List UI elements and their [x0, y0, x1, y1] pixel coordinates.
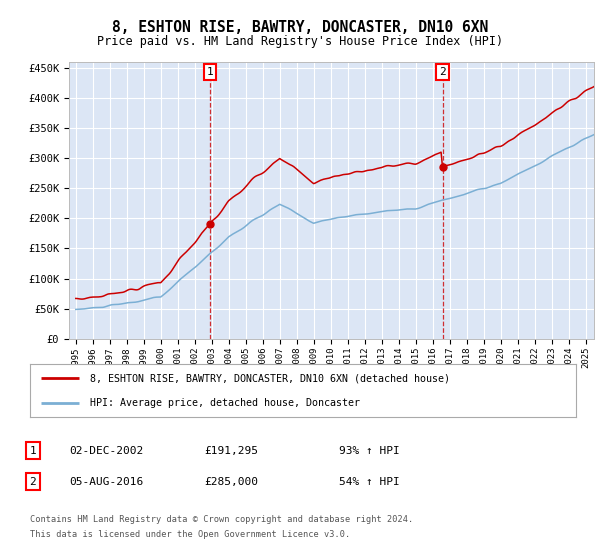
Text: 02-DEC-2002: 02-DEC-2002: [69, 446, 143, 456]
Text: 2: 2: [439, 67, 446, 77]
Text: 8, ESHTON RISE, BAWTRY, DONCASTER, DN10 6XN (detached house): 8, ESHTON RISE, BAWTRY, DONCASTER, DN10 …: [90, 374, 450, 384]
Text: HPI: Average price, detached house, Doncaster: HPI: Average price, detached house, Donc…: [90, 398, 360, 408]
Text: 2: 2: [29, 477, 37, 487]
Text: 93% ↑ HPI: 93% ↑ HPI: [339, 446, 400, 456]
Text: Contains HM Land Registry data © Crown copyright and database right 2024.: Contains HM Land Registry data © Crown c…: [30, 515, 413, 524]
Text: 1: 1: [29, 446, 37, 456]
Text: 05-AUG-2016: 05-AUG-2016: [69, 477, 143, 487]
Text: 8, ESHTON RISE, BAWTRY, DONCASTER, DN10 6XN: 8, ESHTON RISE, BAWTRY, DONCASTER, DN10 …: [112, 21, 488, 35]
Text: 1: 1: [207, 67, 214, 77]
Text: £191,295: £191,295: [204, 446, 258, 456]
Text: Price paid vs. HM Land Registry's House Price Index (HPI): Price paid vs. HM Land Registry's House …: [97, 35, 503, 49]
Text: £285,000: £285,000: [204, 477, 258, 487]
Text: 54% ↑ HPI: 54% ↑ HPI: [339, 477, 400, 487]
Text: This data is licensed under the Open Government Licence v3.0.: This data is licensed under the Open Gov…: [30, 530, 350, 539]
